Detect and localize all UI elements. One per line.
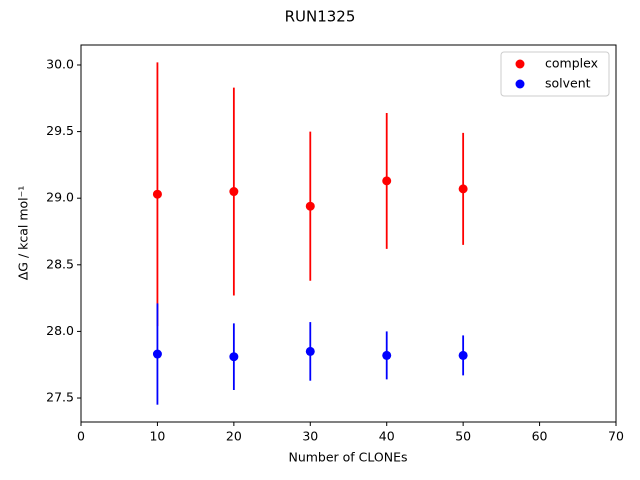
point <box>305 201 315 211</box>
point <box>382 176 392 186</box>
x-tick-label: 70 <box>608 429 624 444</box>
y-tick-label: 28.5 <box>46 256 74 271</box>
y-tick-label: 27.5 <box>46 390 74 405</box>
point <box>305 346 315 356</box>
x-tick-label: 10 <box>149 429 165 444</box>
x-tick-label: 0 <box>77 429 85 444</box>
y-tick-label: 29.5 <box>46 123 74 138</box>
point <box>458 184 468 194</box>
point <box>229 187 239 197</box>
x-tick-label: 40 <box>379 429 395 444</box>
y-tick-label: 29.0 <box>46 190 74 205</box>
x-tick-label: 20 <box>226 429 242 444</box>
chart-title: RUN1325 <box>285 8 356 26</box>
point <box>229 352 239 362</box>
x-tick-label: 60 <box>532 429 548 444</box>
point <box>458 350 468 360</box>
legend-marker <box>515 59 525 69</box>
point <box>152 189 162 199</box>
y-axis-label: ΔG / kcal mol⁻¹ <box>16 186 31 281</box>
x-axis-label: Number of CLONEs <box>288 450 407 465</box>
point <box>382 350 392 360</box>
x-tick-label: 50 <box>455 429 471 444</box>
legend-box <box>500 51 610 97</box>
x-tick-label: 30 <box>302 429 318 444</box>
y-tick-label: 28.0 <box>46 323 74 338</box>
legend-label: complex <box>545 56 598 71</box>
y-tick-label: 30.0 <box>46 56 74 71</box>
legend-label: solvent <box>545 76 591 91</box>
plot-frame <box>80 44 617 423</box>
legend-marker <box>515 79 525 89</box>
point <box>152 349 162 359</box>
